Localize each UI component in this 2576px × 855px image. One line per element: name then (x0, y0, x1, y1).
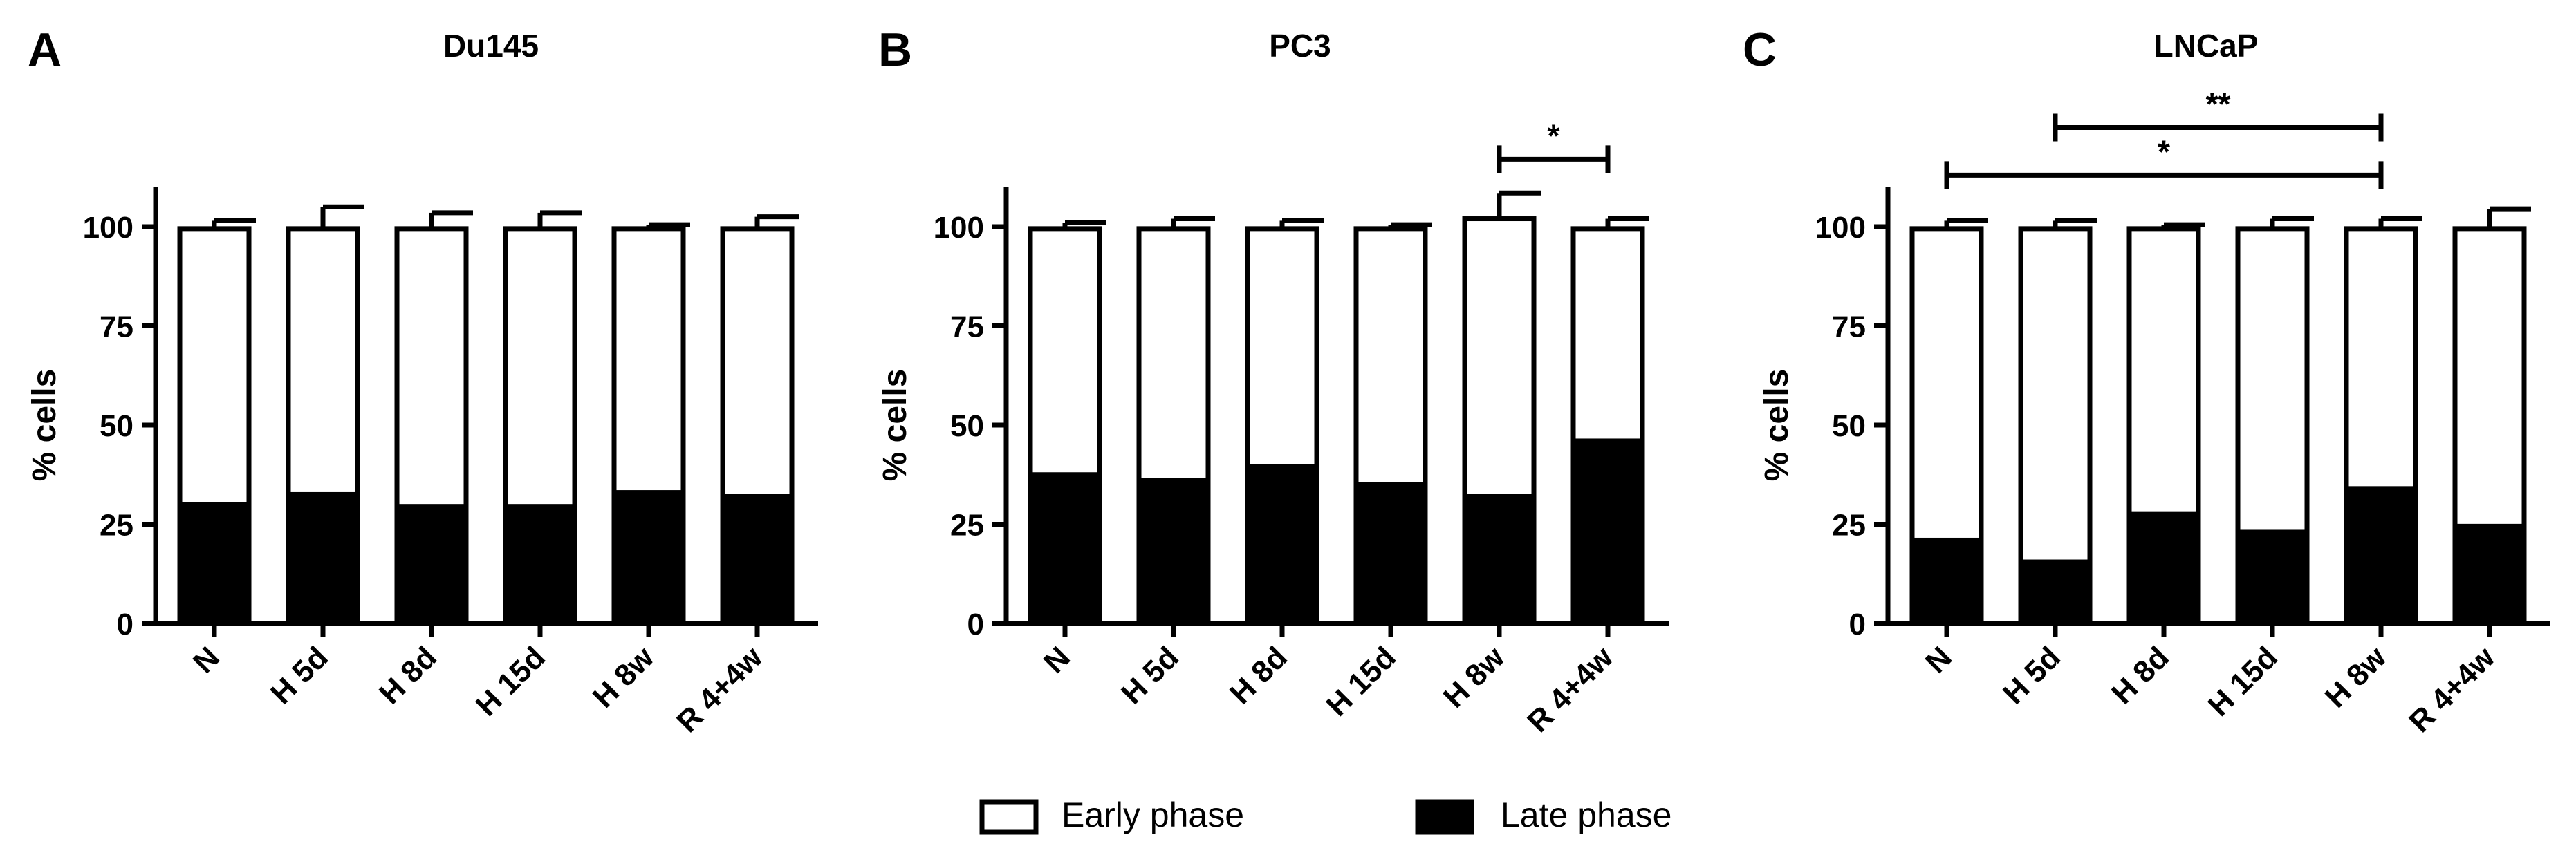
x-tick-label: N (187, 640, 226, 679)
x-tick-label: H 8d (373, 640, 443, 711)
bar-late-phase (503, 504, 577, 626)
bar-late-phase (1353, 482, 1428, 626)
chart-title: LNCaP (2154, 28, 2259, 64)
bar-late-phase (177, 502, 252, 626)
x-tick-label: H 5d (1996, 640, 2067, 711)
bar-late-phase (1570, 438, 1645, 626)
significance-label: * (1548, 118, 1560, 153)
y-tick-label: 75 (950, 310, 984, 344)
y-tick-label: 25 (1832, 509, 1866, 543)
bar-late-phase (2126, 511, 2201, 626)
y-axis-label: % cells (1759, 369, 1795, 482)
x-tick-label: H 5d (264, 640, 335, 711)
y-tick-label: 50 (950, 409, 984, 443)
chart-panel: C LNCaP % cells 0 25 50 75 100 N H 5d H 8d H 15d H 8… (1743, 24, 2550, 739)
bar-early-phase (2018, 226, 2093, 626)
x-tick-label: H 8w (586, 640, 661, 715)
y-tick-label: 25 (100, 509, 133, 543)
chart-title: PC3 (1269, 28, 1331, 64)
bar-late-phase (2018, 559, 2093, 626)
y-tick-label: 75 (1832, 310, 1866, 344)
bar-late-phase (1462, 494, 1537, 626)
y-tick-label: 75 (100, 310, 133, 344)
x-tick-label: H 15d (1320, 640, 1402, 722)
x-tick-label: H 8d (2105, 640, 2176, 711)
bar-late-phase (611, 490, 686, 626)
chart-panel: A Du145 % cells 0 25 50 75 100 N H 5d H 8d H 15d H 8… (26, 24, 818, 739)
bar-late-phase (1245, 464, 1319, 626)
x-tick-label: H 15d (2202, 640, 2284, 722)
legend-swatch-early (979, 799, 1039, 835)
legend-label-late: Late phase (1501, 796, 1671, 834)
x-tick-label: H 8w (1437, 640, 1512, 715)
y-tick-label: 0 (1849, 608, 1866, 641)
significance-label: * (2158, 133, 2170, 169)
bar-late-phase (1909, 537, 1984, 626)
panel-letter: A (28, 24, 62, 76)
y-tick-label: 100 (934, 211, 984, 245)
x-tick-label: N (1919, 640, 1958, 679)
y-tick-label: 25 (950, 509, 984, 543)
legend-swatch-late (1415, 799, 1474, 835)
y-tick-label: 100 (1815, 211, 1866, 245)
x-tick-label: R 4+4w (2402, 640, 2501, 739)
bar-late-phase (1136, 478, 1211, 626)
x-tick-label: R 4+4w (1521, 640, 1620, 739)
panel-letter: C (1743, 24, 1777, 76)
x-tick-label: R 4+4w (670, 640, 769, 739)
x-tick-label: H 8d (1223, 640, 1294, 711)
y-tick-label: 50 (1832, 409, 1866, 443)
y-tick-label: 50 (100, 409, 133, 443)
chart-title: Du145 (443, 28, 539, 64)
x-tick-label: H 8w (2319, 640, 2393, 715)
bar-late-phase (286, 491, 360, 626)
significance-label: ** (2206, 86, 2231, 122)
y-axis-label: % cells (877, 369, 914, 482)
bar-late-phase (720, 494, 795, 626)
x-tick-label: H 15d (470, 640, 552, 722)
bar-late-phase (2452, 523, 2527, 626)
bar-late-phase (394, 504, 469, 626)
y-axis-label: % cells (26, 369, 63, 482)
panel-letter: B (878, 24, 912, 76)
bar-late-phase (1028, 472, 1102, 626)
x-tick-label: H 5d (1115, 640, 1185, 711)
bar-late-phase (2235, 529, 2310, 626)
chart-panel: B PC3 % cells 0 25 50 75 100 N H 5d H 8d H 15d H 8w R… (877, 24, 1669, 739)
legend: Early phase Late phase (979, 796, 1671, 835)
legend-label-early: Early phase (1062, 796, 1244, 834)
panels: A Du145 % cells 0 25 50 75 100 N H 5d H 8d H 15d H 8… (26, 24, 2550, 739)
y-tick-label: 0 (967, 608, 984, 641)
y-tick-label: 100 (83, 211, 133, 245)
y-tick-label: 0 (117, 608, 133, 641)
bar-late-phase (2344, 486, 2418, 626)
x-tick-label: N (1037, 640, 1077, 679)
